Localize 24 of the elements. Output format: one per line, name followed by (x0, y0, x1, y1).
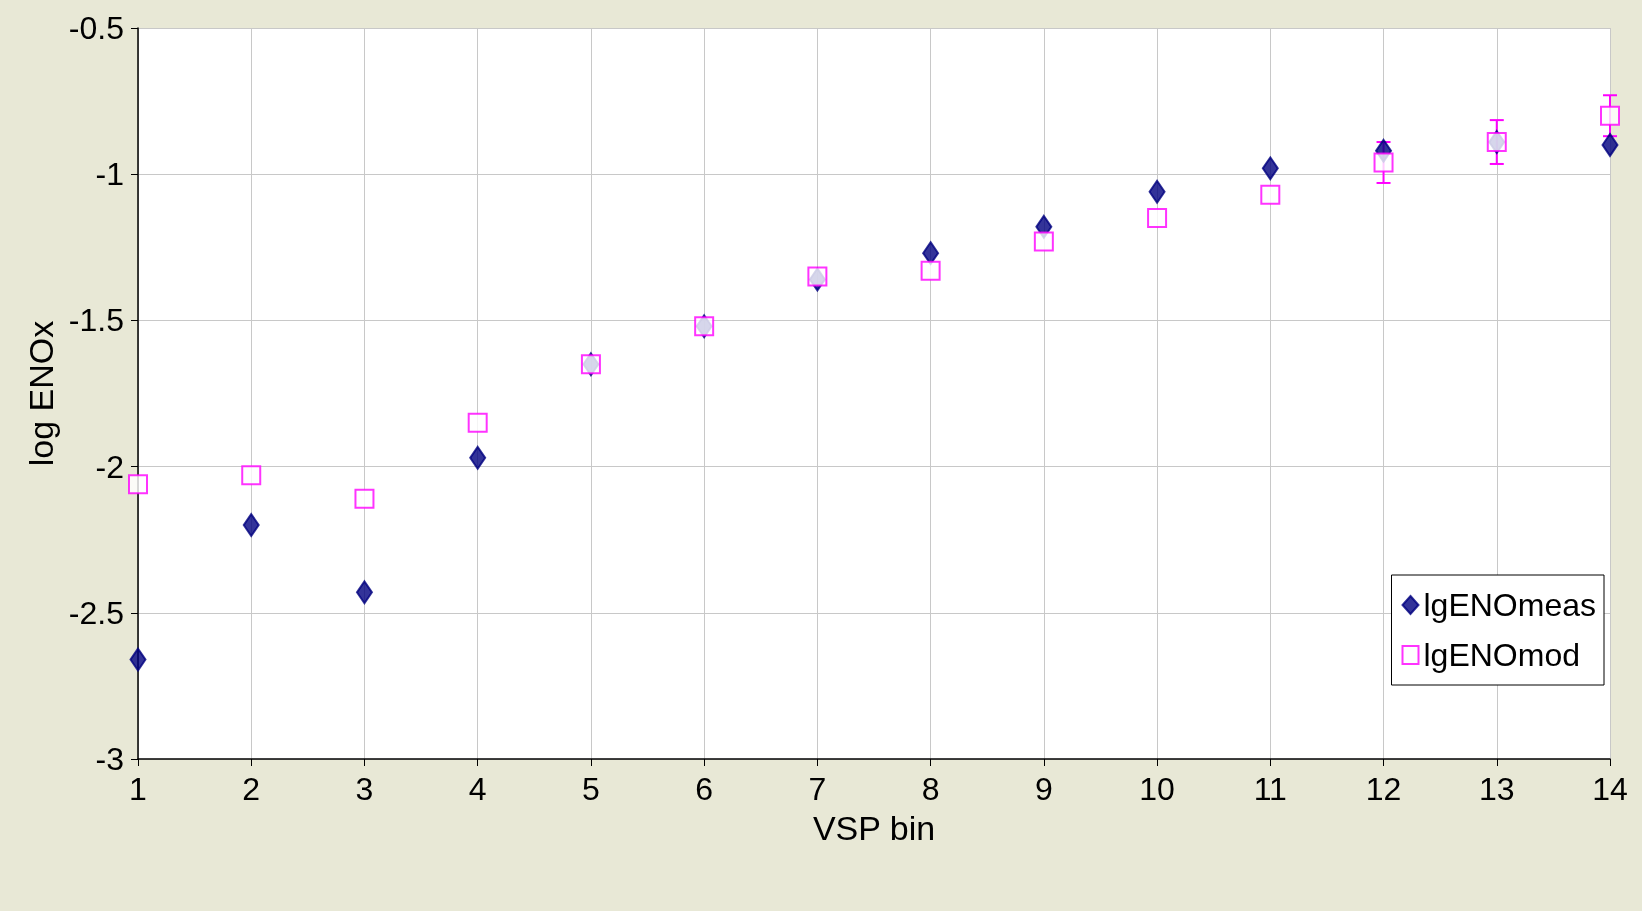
x-tick-label: 3 (355, 771, 374, 807)
x-axis-title: VSP bin (812, 809, 936, 847)
legend-label: lgENOmeas (1423, 587, 1596, 623)
y-axis-title: log ENOx (21, 320, 60, 467)
x-tick-label: 9 (1034, 771, 1053, 807)
x-tick-label: 4 (468, 771, 487, 807)
x-tick-label: 1 (129, 771, 147, 807)
x-tick-label: 11 (1253, 771, 1287, 807)
y-tick-label: -1 (95, 156, 124, 193)
y-tick-label: -1.5 (68, 302, 124, 339)
x-tick-label: 10 (1139, 771, 1175, 807)
x-tick-label: 8 (921, 771, 940, 807)
y-tick-label: -3 (95, 741, 124, 777)
legend-label: lgENOmod (1423, 637, 1580, 673)
y-tick-label: -0.5 (68, 10, 124, 46)
x-tick-label: 2 (242, 771, 261, 807)
y-tick-label: -2 (95, 448, 124, 485)
x-tick-label: 14 (1592, 771, 1628, 807)
x-tick-label: 6 (695, 771, 714, 807)
x-tick-label: 7 (808, 771, 827, 807)
y-tick-label: -2.5 (68, 594, 124, 631)
x-tick-label: 5 (582, 771, 600, 807)
x-tick-label: 12 (1365, 771, 1402, 807)
x-tick-label: 13 (1478, 771, 1515, 807)
